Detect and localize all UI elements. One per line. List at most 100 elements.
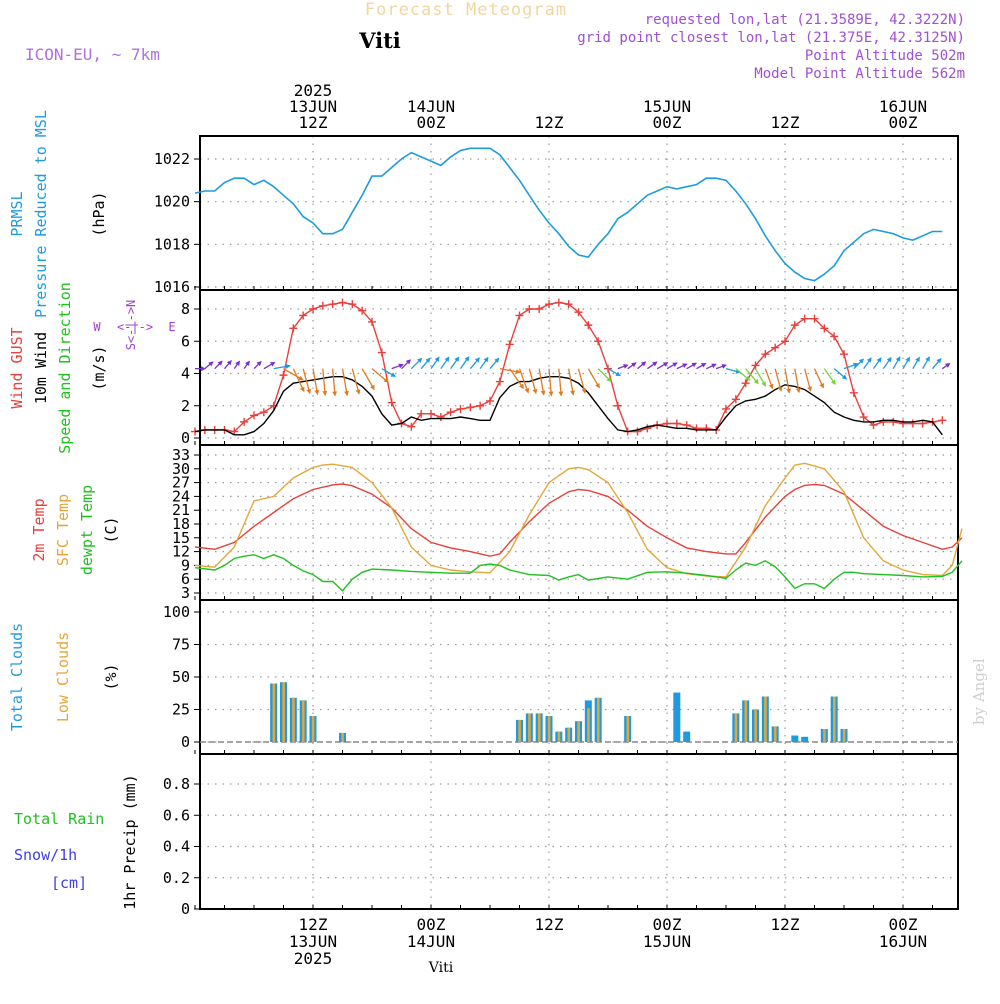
gust-marker [299,311,308,320]
gust-marker [790,321,799,330]
wind-arrow-head [208,361,214,367]
time-label-top: 14JUN [407,97,455,116]
wind-arrow-head [853,362,859,368]
wind-arrow-shaft [518,368,529,393]
time-label-top: 13JUN [289,97,337,116]
time-label-top: 12Z [535,113,564,132]
low-cloud-bar [282,682,285,742]
wind-arrow-head [595,383,600,389]
time-label-bottom: 2025 [294,949,333,968]
wind-arrow-head [217,360,223,366]
low-cloud-bar [577,721,580,742]
snow-unit: [cm] [51,874,87,892]
gust-marker [889,417,898,426]
wind-arrow-shaft [361,368,375,390]
y-tick-label: 8 [181,300,190,318]
gust-marker [672,419,681,428]
wind-arrow-shaft [351,368,360,394]
y-tick-label: 33 [172,446,190,464]
clouds-unit: (%) [102,663,120,690]
wind-arrow-head [691,362,697,368]
low-cloud-bar [744,700,748,742]
wind-line [194,376,943,436]
gust-marker [446,408,455,417]
y-tick-label: 30 [172,460,190,478]
y-tick-label: 12 [172,543,190,561]
gust-marker [899,419,907,428]
y-tick-label: 6 [181,332,190,350]
wind-arrow-head [945,362,951,368]
wind-arrow-shaft [794,368,800,393]
y-tick-label: 0 [181,733,190,751]
gust-marker [279,371,288,380]
time-label-bottom: 00Z [417,915,446,934]
wind-arrow-shaft [784,368,790,393]
wind-arrow-shaft [341,368,348,396]
wind-arrow-shaft [548,368,553,396]
y-tick-label: 4 [181,365,190,383]
gust-marker [722,404,730,413]
point-altitude: Point Altitude 502m [805,48,965,64]
wind-arrow-head [444,356,450,362]
wind-arrow-head [795,387,801,394]
wind-arrow-head [532,388,538,395]
wind-arrow-head [830,379,836,385]
wind-arrow-shaft [302,368,311,394]
location-title: Viti [358,28,401,53]
total-clouds-label: Total Clouds [8,623,26,731]
gust-marker [584,321,593,330]
gust-marker [643,424,652,433]
gust-marker [476,401,485,410]
wind-arrow-head [483,356,489,363]
total-cloud-bar [801,736,809,742]
meteogram-title: Forecast Meteogram [365,0,567,20]
compass-e: E [168,320,175,334]
y-tick-label: 1022 [154,150,190,168]
y-tick-label: 0.8 [163,775,190,793]
total-cloud-bar [673,692,681,742]
low-cloud-bar [547,716,551,742]
low-cloud-bar [626,716,630,742]
panel-frame-precip [199,753,959,910]
low-clouds-label: Low Clouds [54,632,72,722]
time-label-bottom: 13JUN [289,932,337,951]
gust-marker [938,416,947,425]
wind-arrow-head [807,386,812,392]
wind-arrow-head [753,378,759,385]
wind-arrow-head [314,389,320,396]
wind-arrow-head [322,390,328,396]
gust-marker [731,395,740,404]
wind-arrow-head [631,362,637,368]
time-label-bottom: 15JUN [643,932,691,951]
gust-marker [859,413,868,422]
gust-marker [525,305,534,313]
wind-arrow-head [672,362,678,368]
y-tick-label: 0.2 [163,869,190,887]
low-cloud-bar [842,729,846,742]
gust-marker [702,424,711,433]
time-label-top: 15JUN [643,97,691,116]
wind-arrow-shaft [528,368,537,394]
gust-marker [535,305,544,313]
low-cloud-bar [537,713,541,742]
gust-marker [309,305,317,313]
wind-arrow-head [226,359,232,366]
wind-arrow-head [417,357,423,363]
gust-marker [505,340,514,349]
wind-arrow-head [235,360,241,366]
time-label-bottom: 16JUN [879,932,927,951]
wind-arrow-head [306,388,312,395]
gust-marker [259,408,268,417]
wind-arrow-head [390,372,397,377]
gust-marker [574,308,583,317]
gust-marker [427,409,435,418]
gust-marker [879,417,888,426]
gust-marker [800,314,809,323]
gust-marker [436,413,445,422]
temp-unit: (C) [102,516,120,543]
wind-arrow-head [700,362,707,368]
gust-marker [840,350,848,359]
wind-arrow-head [383,377,389,383]
low-cloud-bar [272,683,276,742]
